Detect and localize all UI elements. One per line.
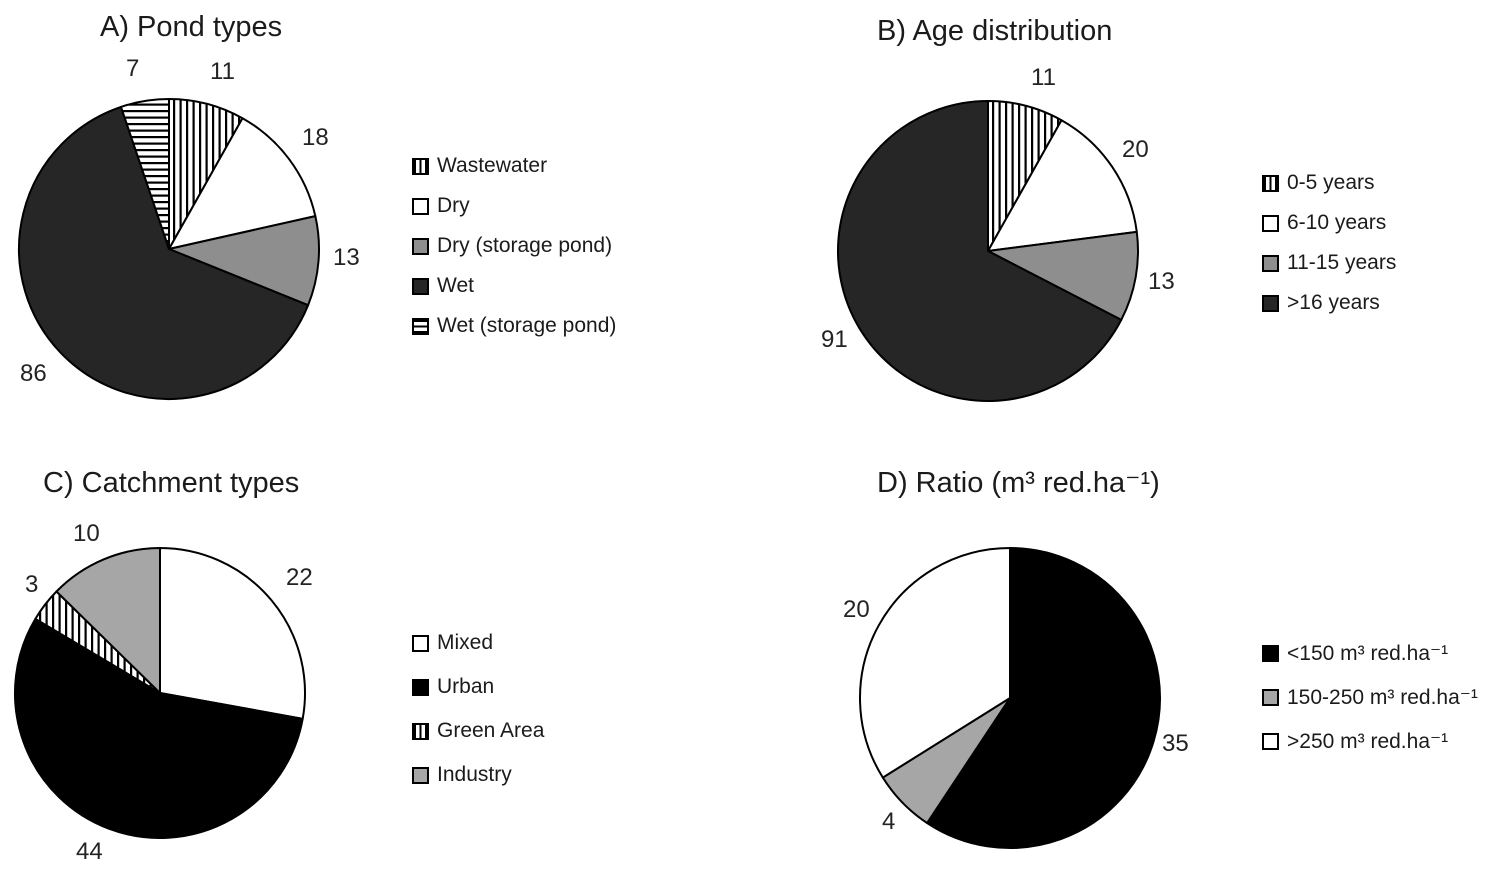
- legend-label: Industry: [437, 763, 512, 786]
- dark-swatch-icon: [1262, 294, 1279, 312]
- legend-item: Dry: [412, 194, 616, 217]
- legend-label: Urban: [437, 675, 495, 698]
- legend-item: >16 years: [1262, 291, 1396, 314]
- legend-catchment-types: Mixed Urban Green Area Industry: [412, 631, 545, 808]
- hstripe-swatch-icon: [412, 317, 429, 335]
- legend-item: >250 m³ red.ha⁻¹: [1262, 729, 1478, 753]
- dark-swatch-icon: [412, 277, 429, 295]
- legend-item: Green Area: [412, 719, 545, 742]
- legend-ratio: <150 m³ red.ha⁻¹ 150-250 m³ red.ha⁻¹ >25…: [1262, 642, 1478, 774]
- legend-item: Wet: [412, 274, 616, 297]
- value-label: 18: [302, 124, 329, 151]
- legend-item: Wastewater: [412, 154, 616, 177]
- legend-item: Urban: [412, 675, 544, 698]
- value-label: 44: [76, 838, 103, 865]
- value-label: 7: [126, 55, 140, 82]
- legend-label: 0-5 years: [1287, 171, 1375, 194]
- white-swatch-icon: [412, 197, 429, 215]
- legend-label: <150 m³ red.ha⁻¹: [1287, 641, 1449, 665]
- gray-swatch-icon: [412, 766, 429, 784]
- vstripe-swatch-icon: [1262, 174, 1279, 192]
- vstripe-swatch-icon: [412, 157, 429, 175]
- legend-label: Wet: [437, 274, 474, 297]
- value-label: 4: [882, 808, 896, 835]
- gray-swatch-icon: [412, 237, 429, 255]
- value-label: 86: [20, 360, 47, 387]
- legend-item: <150 m³ red.ha⁻¹: [1262, 641, 1478, 665]
- value-label: 20: [843, 596, 870, 623]
- white-swatch-icon: [1262, 732, 1279, 750]
- value-label: 20: [1122, 136, 1149, 163]
- white-swatch-icon: [1262, 214, 1279, 232]
- value-label: 22: [286, 564, 313, 591]
- value-label: 35: [1162, 730, 1189, 757]
- black-swatch-icon: [412, 678, 429, 696]
- chart-c-title: C) Catchment types: [43, 467, 300, 499]
- legend-label: >16 years: [1287, 291, 1380, 314]
- pie-catchment-types: [14, 547, 306, 839]
- vstripe-swatch-icon: [412, 722, 429, 740]
- pie-age-distribution: [837, 100, 1139, 402]
- legend-pond-types: Wastewater Dry Dry (storage pond) Wet We…: [412, 154, 617, 355]
- white-swatch-icon: [412, 634, 429, 652]
- value-label: 91: [821, 326, 848, 353]
- legend-item: 0-5 years: [1262, 171, 1396, 194]
- legend-label: Dry (storage pond): [437, 234, 613, 257]
- legend-label: 11-15 years: [1287, 251, 1397, 274]
- gray-swatch-icon: [1262, 688, 1279, 706]
- legend-item: 11-15 years: [1262, 251, 1397, 274]
- legend-item: 6-10 years: [1262, 211, 1396, 234]
- value-label: 11: [210, 58, 235, 85]
- legend-label: Wastewater: [437, 154, 548, 177]
- legend-item: Industry: [412, 763, 544, 786]
- legend-item: Mixed: [412, 631, 544, 654]
- black-swatch-icon: [1262, 644, 1279, 662]
- legend-item: Wet (storage pond): [412, 314, 617, 337]
- chart-a-title: A) Pond types: [100, 11, 283, 43]
- legend-item: Dry (storage pond): [412, 234, 616, 257]
- chart-d-title: D) Ratio (m³ red.ha⁻¹): [877, 467, 1160, 499]
- chart-b-title: B) Age distribution: [877, 15, 1113, 47]
- legend-age-distribution: 0-5 years 6-10 years 11-15 years >16 yea…: [1262, 171, 1397, 332]
- legend-label: 6-10 years: [1287, 211, 1387, 234]
- pie-ratio: [859, 547, 1161, 849]
- value-label: 11: [1031, 64, 1056, 91]
- legend-label: Green Area: [437, 719, 545, 742]
- legend-label: Dry: [437, 194, 470, 217]
- legend-label: 150-250 m³ red.ha⁻¹: [1287, 685, 1478, 709]
- pie-pond-types: [18, 98, 320, 400]
- legend-label: Wet (storage pond): [437, 314, 617, 337]
- legend-label: Mixed: [437, 631, 494, 654]
- legend-label: >250 m³ red.ha⁻¹: [1287, 729, 1449, 753]
- value-label: 13: [333, 244, 360, 271]
- legend-item: 150-250 m³ red.ha⁻¹: [1262, 685, 1478, 709]
- value-label: 3: [25, 571, 39, 598]
- value-label: 10: [73, 520, 100, 547]
- value-label: 13: [1148, 268, 1175, 295]
- gray-swatch-icon: [1262, 254, 1279, 272]
